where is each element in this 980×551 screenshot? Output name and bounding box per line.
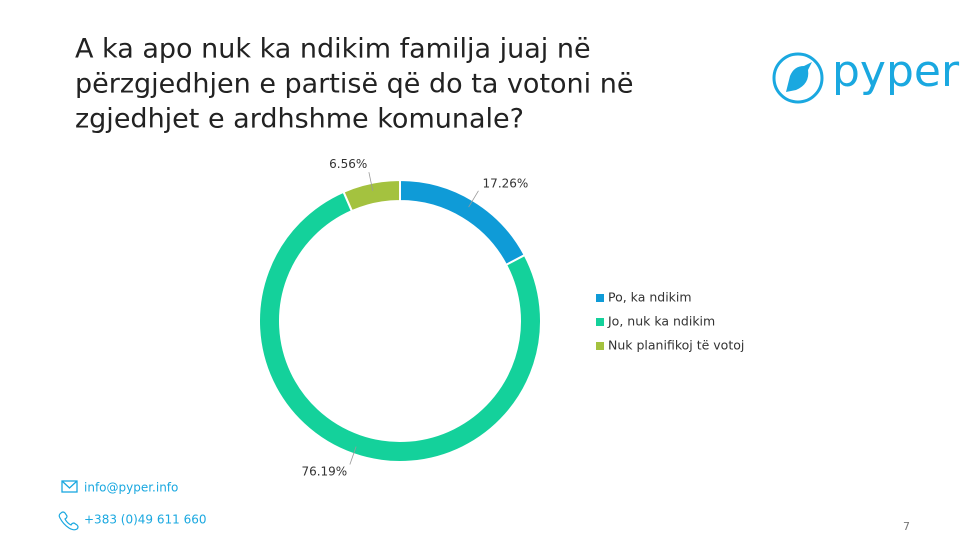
legend-marker (596, 294, 604, 302)
legend-label: Po, ka ndikim (608, 290, 692, 305)
phone-icon (58, 511, 79, 531)
email-icon (61, 480, 78, 493)
data-label: 76.19% (301, 465, 347, 479)
donut-slice (342, 178, 401, 213)
leader-line (368, 172, 374, 191)
title-line: A ka apo nuk ka ndikim familja juaj në (75, 34, 591, 65)
donut-slice (399, 178, 526, 267)
leader-line (349, 446, 357, 465)
legend-marker (596, 318, 604, 326)
legend-label: Nuk planifikoj të votoj (608, 338, 744, 353)
phone: +383 (0)49 611 660 (84, 513, 206, 527)
leader-line (468, 190, 479, 208)
title: A ka apo nuk ka ndikim familja juaj në p… (75, 34, 633, 135)
email: info@pyper.info (84, 481, 178, 495)
page-number: 7 (903, 520, 910, 533)
logo-icon (772, 52, 824, 104)
legend-marker (596, 342, 604, 350)
title-line: zgjedhjet e ardhshme komunale? (75, 104, 524, 135)
data-label: 17.26% (483, 176, 529, 190)
donut-slice (258, 190, 542, 463)
data-label: 6.56% (329, 157, 367, 171)
title-line: përzgjedhjen e partisë që do ta votoni n… (75, 69, 633, 100)
legend-label: Jo, nuk ka ndikim (607, 314, 715, 329)
logo-text: pyper (832, 46, 960, 97)
